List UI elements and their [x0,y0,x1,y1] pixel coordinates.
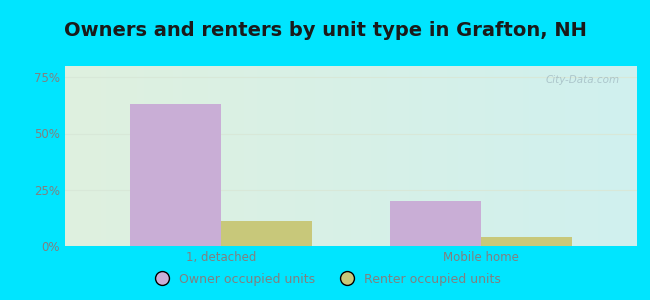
Legend: Owner occupied units, Renter occupied units: Owner occupied units, Renter occupied un… [144,268,506,291]
Bar [390,201,481,246]
Bar [221,221,312,246]
Text: Owners and renters by unit type in Grafton, NH: Owners and renters by unit type in Graft… [64,21,586,40]
Text: City-Data.com: City-Data.com [546,75,620,85]
Bar [130,104,221,246]
Bar [481,237,572,246]
